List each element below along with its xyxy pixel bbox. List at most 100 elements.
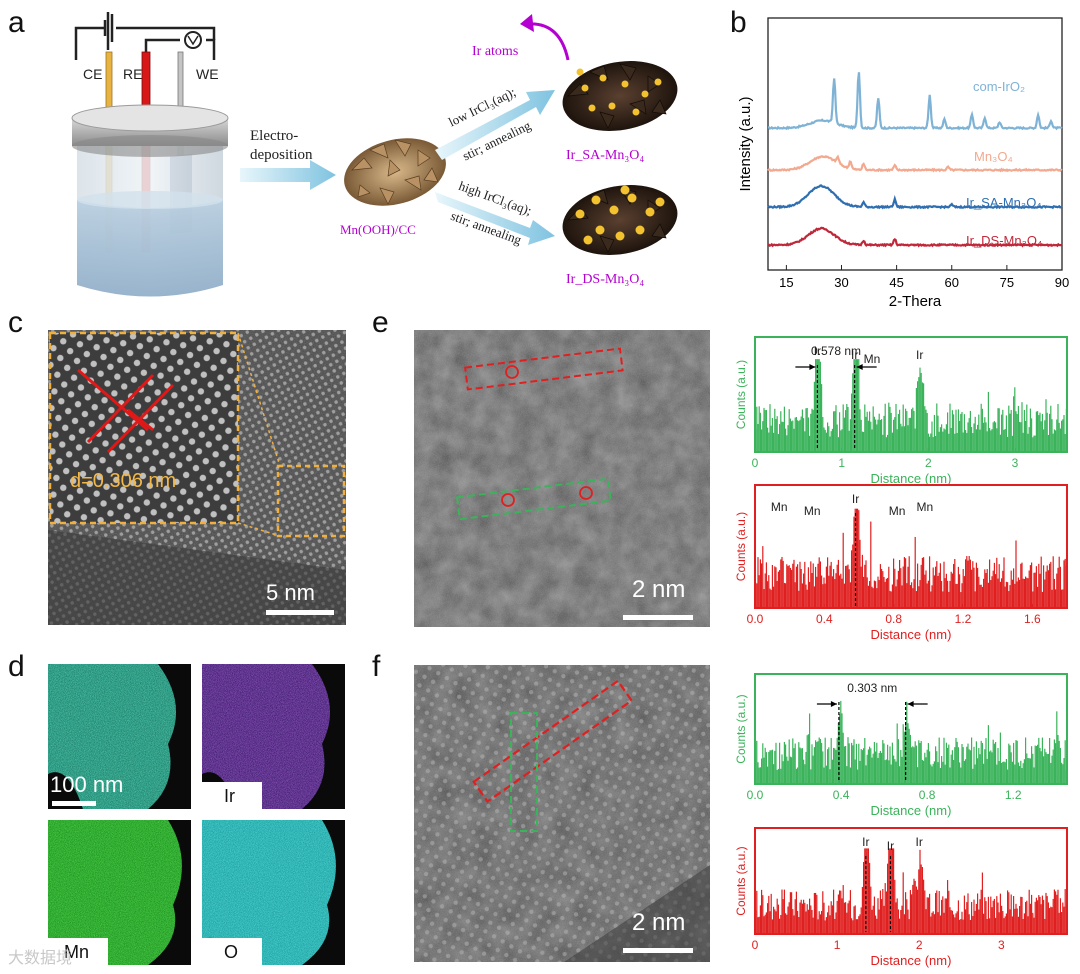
profile-xtick-label: 1.2 [955,612,972,626]
profile-bar [1031,562,1033,608]
profile-bar [810,905,812,934]
profile-xlabel: Distance (nm) [871,471,952,486]
profile-bar [798,590,800,608]
profile-bar [1011,916,1013,934]
profile-bar [931,585,933,608]
profile-bar [1065,408,1067,452]
profile-bar [1031,418,1033,452]
profile-bar [764,747,766,784]
profile-bar [975,741,977,784]
profile-bar [785,913,787,934]
profile-bar [827,912,829,934]
profile-bar [786,564,788,608]
profile-bar [951,750,953,784]
profile-bar [1001,578,1003,608]
profile-bar [848,743,850,784]
profile-bar [777,904,779,934]
profile-bar [800,899,802,934]
profile-bar [847,406,849,452]
profile-bar [965,430,967,452]
profile-bar [860,419,862,452]
profile-bar [829,769,831,784]
profile-bar [927,580,929,608]
profile-bar [853,739,855,784]
profile-bar [1035,411,1037,452]
profile-bar [763,407,765,452]
profile-bar [1023,913,1025,934]
profile-bar [983,763,985,784]
profile-bar [757,423,759,452]
profile-bar [779,570,781,608]
profile-bar [1064,889,1066,934]
profile-bar [1053,889,1055,934]
profile-bar [887,577,889,608]
scale-text-f: 2 nm [632,909,686,936]
profile-bar [900,568,902,608]
profile-bar [822,416,824,452]
profile-bar [1001,762,1003,784]
profile-bar [828,747,830,784]
profile-bar [913,878,915,934]
xrd-xtick-label: 60 [945,275,959,290]
profile-bar [757,557,759,608]
profile-bar [980,740,982,784]
profile-bar [840,700,842,784]
profile-bar [1020,760,1022,784]
profile-bar [777,434,779,452]
xrd-legend-label: Ir_SA-Mn₃O₄ [966,195,1042,210]
profile-bar [955,409,957,452]
profile-bar [992,570,994,608]
profile-bar [797,564,799,608]
profile-bar [919,742,921,784]
profile-bar [1053,739,1055,784]
profile-bar [987,391,989,452]
profile-bar [896,723,898,784]
profile-ylabel: Counts (a.u.) [734,512,748,581]
profile-bar [867,848,869,934]
profile-bar [798,917,800,934]
profile-bar [824,583,826,608]
profile-bar [833,411,835,452]
profile-bar [930,916,932,934]
profile-bar [943,737,945,784]
profile-bar [860,749,862,784]
profile-bar [786,435,788,452]
profile-bar [1008,743,1010,784]
profile-bar [948,890,950,934]
profile-bar [1002,762,1004,784]
line-profiles-f: 0.0 0.4 0.8 1.2 Distance (nm) Counts (a.u.) 0.… [734,673,1068,968]
profile-bar [774,750,776,784]
profile-bar [979,754,981,784]
profile-bar [899,559,901,608]
profile-bar [888,848,890,934]
profile-bar [1057,734,1059,784]
profile-bar [780,559,782,608]
profile-bar [816,576,818,608]
profile-bar [865,416,867,452]
profile-bar [789,418,791,452]
profile-bar [927,433,929,452]
profile-bar [1014,908,1016,934]
profile-bar [835,573,837,608]
profile-bar [1019,905,1021,934]
profile-bar [846,565,848,608]
profile-bar [1059,566,1061,608]
profile-bar [909,890,911,934]
profile-bar [891,584,893,608]
profile-bar [991,429,993,452]
profile-bar [797,420,799,452]
profile-bar [905,408,907,452]
profile-bar [888,566,890,608]
profile-bar [912,746,914,784]
profile-bar [974,416,976,452]
profile-bar [933,761,935,784]
profile-bar [863,576,865,608]
profile-bar [1033,767,1035,784]
watermark: 大数据境 [8,950,73,967]
profile-bar [883,905,885,934]
profile-bar [931,421,933,452]
hrtem-texture [48,330,346,625]
profile-bar [1041,413,1043,452]
profile-bar [793,748,795,784]
profile-bar [825,566,827,608]
